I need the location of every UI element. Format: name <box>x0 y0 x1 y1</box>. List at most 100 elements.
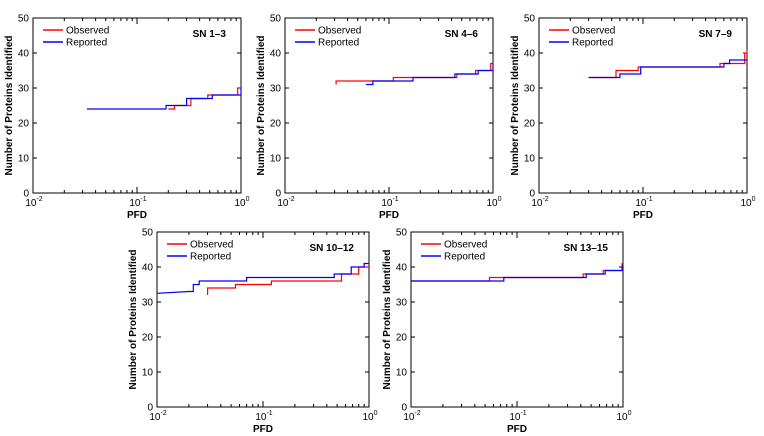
panel-label: SN 10–12 <box>310 243 355 254</box>
y-tick-label: 0 <box>401 403 407 414</box>
y-tick-label: 10 <box>18 154 30 165</box>
y-tick-label: 20 <box>396 333 408 344</box>
plot-frame <box>156 231 370 408</box>
series-line-reported <box>411 266 623 282</box>
x-tick-exponent: 0 <box>752 196 756 203</box>
x-tick-base: 10 <box>149 412 161 423</box>
legend-label: Observed <box>190 240 233 251</box>
y-tick-label: 10 <box>142 368 154 379</box>
y-tick-label: 30 <box>18 84 30 95</box>
series-line-reported <box>365 63 494 86</box>
x-tick-label: 100 <box>486 196 501 209</box>
legend-label: Reported <box>66 38 107 49</box>
y-tick-label: 10 <box>396 368 408 379</box>
x-tick-base: 10 <box>381 198 393 209</box>
y-tick-label: 40 <box>142 263 154 274</box>
y-tick-label: 0 <box>147 403 153 414</box>
x-tick-base: 10 <box>362 412 374 423</box>
x-tick-label: 10-2 <box>403 410 420 423</box>
series-line-reported <box>588 59 747 79</box>
x-tick-base: 10 <box>234 198 246 209</box>
x-tick-exponent: -1 <box>646 196 652 203</box>
x-tick-label: 10-1 <box>509 410 526 423</box>
y-tick-label: 0 <box>23 189 29 200</box>
x-tick-label: 10-1 <box>635 196 652 209</box>
x-tick-exponent: -2 <box>542 196 548 203</box>
y-tick-label: 40 <box>524 49 536 60</box>
y-tick-label: 30 <box>524 84 536 95</box>
plot-frame <box>32 17 242 194</box>
y-tick-label: 20 <box>524 119 536 130</box>
x-tick-base: 10 <box>531 198 543 209</box>
series-line-observed <box>588 49 748 79</box>
x-tick-exponent: -1 <box>520 410 526 417</box>
plot-frame <box>284 17 494 194</box>
y-tick-label: 10 <box>270 154 282 165</box>
x-tick-base: 10 <box>403 412 415 423</box>
y-axis-label: Number of Proteins Identified <box>4 35 15 175</box>
y-tick-label: 40 <box>18 49 30 60</box>
x-tick-base: 10 <box>635 198 647 209</box>
y-tick-label: 30 <box>142 298 154 309</box>
y-tick-label: 0 <box>275 189 281 200</box>
y-tick-label: 50 <box>396 228 408 239</box>
x-tick-exponent: -1 <box>392 196 398 203</box>
series-line-reported <box>156 262 369 294</box>
x-tick-exponent: -2 <box>160 410 166 417</box>
y-tick-label: 10 <box>524 154 536 165</box>
panel-label: SN 4–6 <box>445 29 479 40</box>
y-tick-label: 30 <box>270 84 282 95</box>
x-tick-label: 10-2 <box>149 410 166 423</box>
series-line-reported <box>86 88 242 110</box>
x-tick-label: 10-2 <box>531 196 548 209</box>
x-tick-exponent: -2 <box>36 196 42 203</box>
legend-label: Reported <box>190 252 231 263</box>
x-tick-exponent: 0 <box>374 410 378 417</box>
y-tick-label: 50 <box>270 14 282 25</box>
legend-label: Reported <box>444 252 485 263</box>
x-tick-base: 10 <box>129 198 141 209</box>
x-tick-label: 10-2 <box>25 196 42 209</box>
x-tick-label: 10-1 <box>255 410 272 423</box>
x-axis-label: PFD <box>253 424 273 435</box>
panel-label: SN 7–9 <box>699 29 733 40</box>
x-tick-label: 100 <box>362 410 377 423</box>
legend-label: Reported <box>572 38 613 49</box>
x-tick-base: 10 <box>616 412 628 423</box>
x-tick-base: 10 <box>740 198 752 209</box>
x-tick-base: 10 <box>509 412 521 423</box>
y-tick-label: 0 <box>529 189 535 200</box>
x-tick-exponent: 0 <box>628 410 632 417</box>
legend-label: Observed <box>318 26 361 37</box>
x-tick-exponent: -1 <box>266 410 272 417</box>
legend-label: Observed <box>572 26 615 37</box>
legend-label: Reported <box>318 38 359 49</box>
x-tick-base: 10 <box>277 198 289 209</box>
x-tick-exponent: -2 <box>288 196 294 203</box>
y-tick-label: 20 <box>142 333 154 344</box>
x-axis-label: PFD <box>379 210 399 221</box>
y-tick-label: 30 <box>396 298 408 309</box>
x-tick-exponent: -2 <box>414 410 420 417</box>
y-tick-label: 40 <box>396 263 408 274</box>
x-tick-label: 10-2 <box>277 196 294 209</box>
x-tick-label: 100 <box>234 196 249 209</box>
plot-frame <box>410 231 624 408</box>
series-line-observed <box>411 262 623 282</box>
x-axis-label: PFD <box>127 210 147 221</box>
y-tick-label: 20 <box>270 119 282 130</box>
y-tick-label: 50 <box>142 228 154 239</box>
y-axis-label: Number of Proteins Identified <box>128 249 139 389</box>
x-tick-label: 100 <box>740 196 755 209</box>
y-tick-label: 50 <box>18 14 30 25</box>
plot-frame <box>538 17 748 194</box>
legend-label: Observed <box>66 26 109 37</box>
x-tick-exponent: 0 <box>246 196 250 203</box>
x-axis-label: PFD <box>633 210 653 221</box>
x-tick-base: 10 <box>25 198 37 209</box>
y-tick-label: 20 <box>18 119 30 130</box>
x-tick-label: 10-1 <box>381 196 398 209</box>
